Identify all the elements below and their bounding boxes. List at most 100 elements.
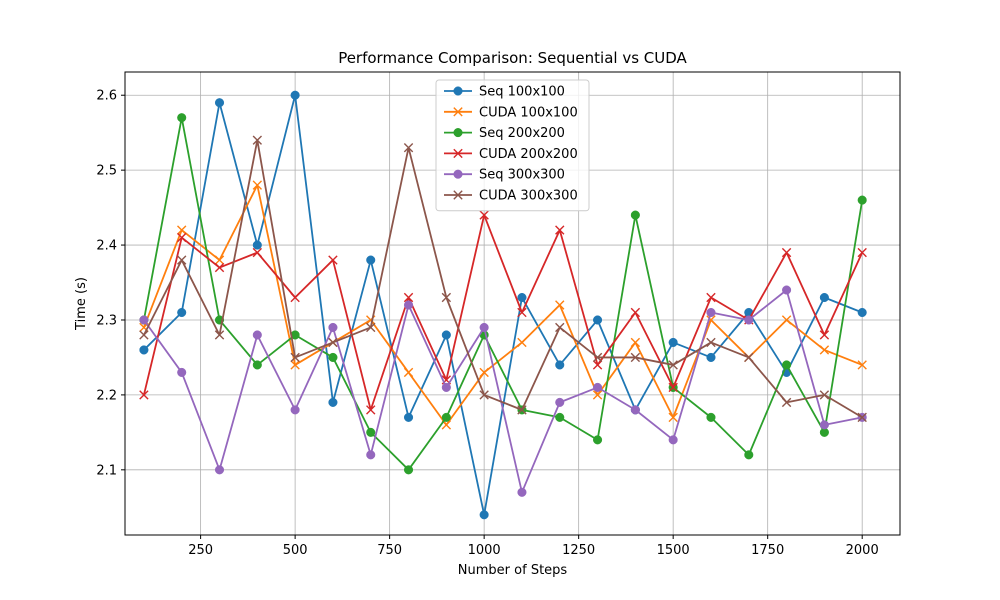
- series-seq-300x300: [139, 285, 867, 497]
- axis-ticks: 250 500 750 1000 1250 1500 1750 2000 2.1 2.2 2.3 2.…: [96, 89, 878, 558]
- data-point: [782, 360, 792, 370]
- data-point: [593, 315, 603, 325]
- series-line: [143, 116, 864, 471]
- x-tick-label: 2000: [846, 543, 879, 558]
- x-tick-label: 750: [377, 543, 402, 558]
- x-axis-label: Number of Steps: [458, 563, 568, 578]
- data-point: [328, 352, 338, 362]
- data-point: [366, 405, 376, 415]
- data-point: [252, 240, 262, 250]
- data-point: [630, 210, 640, 220]
- series-line: [143, 184, 863, 426]
- legend-marker: [453, 86, 463, 96]
- data-point: [744, 352, 754, 363]
- data-point: [177, 307, 187, 318]
- y-tick-label: 2.1: [96, 463, 117, 478]
- data-point: [252, 180, 263, 190]
- data-point: [479, 322, 489, 333]
- data-point: [706, 307, 716, 318]
- data-point: [328, 397, 338, 407]
- data-point: [517, 292, 527, 303]
- data-point: [857, 307, 867, 318]
- data-point: [214, 262, 225, 273]
- data-point: [592, 352, 603, 363]
- data-point: [819, 390, 830, 400]
- data-point: [403, 300, 414, 310]
- series-group: [139, 90, 867, 520]
- x-tick-label: 1250: [562, 543, 595, 558]
- data-point: [290, 360, 300, 370]
- data-point: [630, 337, 641, 348]
- legend-item: Seq 100x100: [444, 85, 565, 100]
- data-point: [214, 330, 225, 340]
- data-point: [139, 345, 149, 355]
- legend-item: CUDA 300x300: [444, 189, 578, 204]
- data-point: [403, 142, 414, 153]
- data-point: [706, 352, 716, 362]
- series-line: [143, 214, 864, 411]
- legend-item: Seq 300x300: [444, 168, 565, 183]
- data-point: [441, 330, 451, 340]
- legend-marker: [453, 169, 463, 179]
- data-point: [139, 330, 149, 340]
- data-point: [857, 247, 867, 258]
- legend-item: Seq 200x200: [444, 126, 565, 141]
- data-point: [517, 307, 527, 318]
- legend-marker: [453, 128, 463, 138]
- data-point: [214, 98, 225, 108]
- data-point: [366, 427, 376, 437]
- data-point: [781, 315, 792, 325]
- data-point: [290, 90, 300, 100]
- y-tick-label: 2.2: [96, 388, 117, 403]
- data-point: [592, 360, 603, 370]
- data-point: [479, 390, 489, 400]
- x-tick-label: 1500: [657, 543, 690, 558]
- data-point: [328, 322, 338, 333]
- data-point: [857, 412, 867, 423]
- data-point: [782, 285, 792, 295]
- data-point: [593, 435, 603, 445]
- data-point: [706, 292, 716, 303]
- data-point: [857, 360, 867, 370]
- data-point: [744, 315, 754, 325]
- data-point: [252, 135, 263, 145]
- data-point: [403, 412, 414, 422]
- data-point: [555, 300, 565, 310]
- x-tick-label: 1750: [751, 543, 784, 558]
- data-point: [857, 195, 867, 205]
- data-point: [252, 330, 262, 340]
- data-point: [403, 367, 414, 378]
- data-point: [139, 315, 149, 325]
- legend-label: CUDA 300x300: [479, 189, 578, 204]
- data-point: [177, 255, 187, 265]
- data-point: [555, 412, 565, 422]
- data-point: [441, 412, 451, 422]
- series-cuda-200x200: [139, 210, 867, 415]
- data-point: [517, 487, 527, 497]
- data-point: [819, 420, 829, 430]
- data-point: [479, 210, 489, 220]
- data-point: [819, 345, 830, 355]
- data-point: [252, 247, 263, 258]
- data-point: [630, 307, 641, 318]
- data-point: [403, 465, 414, 475]
- data-point: [290, 405, 300, 415]
- data-point: [668, 382, 678, 393]
- data-point: [328, 337, 338, 348]
- data-point: [819, 330, 830, 340]
- series-line: [143, 139, 863, 419]
- data-point: [479, 367, 489, 378]
- data-point: [366, 450, 376, 460]
- legend-label: Seq 100x100: [479, 85, 565, 100]
- data-point: [819, 292, 829, 303]
- data-point: [441, 292, 452, 303]
- legend-item: CUDA 100x100: [444, 105, 578, 120]
- data-point: [744, 450, 754, 460]
- data-point: [630, 405, 640, 415]
- plot-area-frame: [124, 71, 901, 536]
- data-point: [139, 390, 149, 400]
- data-point: [668, 360, 678, 370]
- data-point: [441, 382, 451, 392]
- data-point: [592, 390, 603, 400]
